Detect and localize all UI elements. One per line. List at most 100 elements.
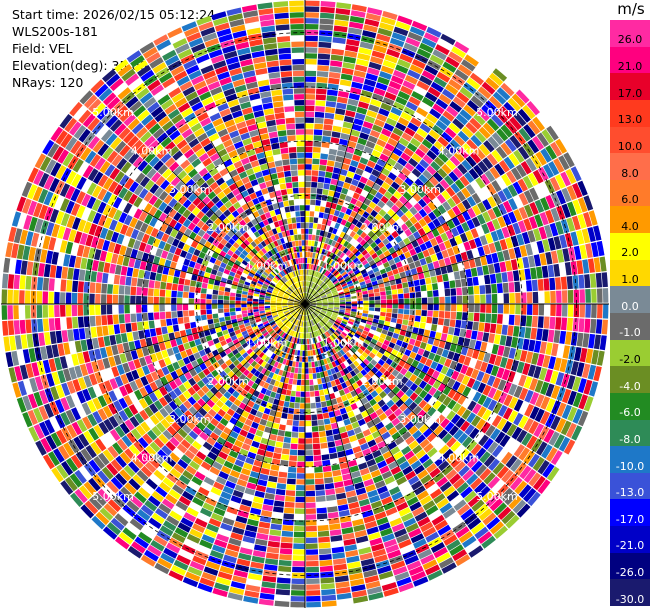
velocity-gate: [345, 308, 351, 311]
velocity-gate: [528, 420, 539, 435]
velocity-gate: [332, 311, 339, 315]
velocity-gate: [171, 290, 177, 298]
velocity-gate: [20, 334, 28, 349]
velocity-gate: [505, 237, 514, 249]
velocity-gate: [160, 319, 167, 327]
velocity-gate: [345, 301, 352, 304]
velocity-gate: [324, 237, 330, 244]
velocity-gate: [324, 332, 329, 338]
velocity-gate: [320, 293, 326, 297]
velocity-gate: [454, 444, 466, 456]
velocity-gate: [466, 250, 474, 260]
velocity-gate: [386, 157, 397, 167]
velocity-gate: [142, 312, 148, 321]
velocity-gate: [500, 487, 514, 502]
velocity-gate: [420, 316, 427, 323]
velocity-gate: [92, 337, 100, 349]
velocity-gate: [541, 329, 549, 342]
velocity-gate: [468, 258, 476, 269]
velocity-gate: [416, 48, 432, 59]
velocity-gate: [305, 344, 308, 351]
velocity-gate: [408, 172, 418, 182]
velocity-gate: [324, 112, 335, 120]
velocity-gate: [339, 407, 347, 415]
velocity-gate: [513, 412, 524, 426]
velocity-gate: [320, 312, 326, 316]
velocity-gate: [441, 88, 455, 100]
velocity-gate: [305, 193, 311, 199]
velocity-gate: [195, 281, 202, 288]
velocity-gate: [359, 281, 366, 286]
velocity-gate: [425, 323, 432, 331]
velocity-gate: [601, 319, 608, 335]
velocity-gate: [497, 203, 507, 216]
velocity-gate: [472, 349, 480, 360]
velocity-gate: [416, 334, 423, 342]
velocity-gate: [318, 425, 325, 432]
velocity-gate: [147, 296, 154, 304]
velocity-gate: [473, 68, 488, 81]
velocity-gate: [315, 484, 325, 491]
velocity-gate: [324, 288, 330, 293]
velocity-gate: [474, 526, 489, 540]
velocity-gate: [224, 312, 230, 317]
velocity-gate: [373, 315, 380, 320]
velocity-gate: [466, 100, 480, 113]
velocity-gate: [439, 179, 450, 190]
velocity-gate: [358, 47, 372, 56]
velocity-gate: [317, 530, 330, 537]
velocity-gate: [559, 330, 567, 344]
velocity-gate: [378, 108, 390, 117]
velocity-gate: [337, 316, 343, 321]
velocity-gate: [149, 328, 157, 337]
velocity-gate: [262, 504, 273, 512]
velocity-gate: [259, 592, 275, 600]
velocity-gate: [36, 305, 43, 318]
velocity-gate: [556, 290, 562, 303]
velocity-gate: [305, 175, 312, 182]
velocity-gate: [339, 307, 346, 311]
velocity-gate: [363, 327, 370, 332]
velocity-gate: [370, 209, 378, 218]
velocity-gate: [471, 192, 482, 204]
velocity-gate: [393, 101, 405, 111]
velocity-gate: [388, 342, 396, 349]
velocity-gate: [538, 291, 545, 303]
velocity-gate: [270, 464, 280, 471]
velocity-gate: [305, 170, 312, 176]
velocity-gate: [450, 457, 462, 468]
velocity-gate: [353, 360, 360, 367]
velocity-gate: [321, 319, 327, 325]
velocity-gate: [309, 276, 313, 282]
velocity-gate: [360, 376, 368, 384]
velocity-gate: [466, 440, 478, 452]
velocity-gate: [100, 304, 107, 315]
velocity-gate: [153, 288, 160, 297]
velocity-gate: [560, 276, 568, 290]
velocity-gate: [330, 334, 336, 340]
velocity-gate: [318, 212, 324, 219]
velocity-gate: [290, 601, 305, 608]
velocity-gate: [25, 305, 31, 319]
velocity-gate: [342, 318, 349, 323]
velocity-gate: [342, 200, 350, 208]
velocity-gate: [441, 407, 452, 418]
velocity-gate: [514, 315, 521, 326]
velocity-gate: [474, 360, 483, 371]
velocity-gate: [339, 252, 345, 259]
velocity-gate: [404, 421, 415, 431]
velocity-gate: [319, 274, 324, 280]
velocity-gate: [465, 366, 474, 377]
velocity-gate: [480, 341, 488, 352]
velocity-gate: [433, 338, 440, 347]
velocity-gate: [311, 420, 318, 426]
velocity-gate: [437, 204, 447, 215]
velocity-gate: [311, 176, 318, 182]
velocity-gate: [517, 146, 530, 160]
velocity-gate: [326, 166, 334, 173]
velocity-gate: [346, 365, 353, 372]
velocity-gate: [330, 54, 344, 62]
velocity-gate: [317, 260, 322, 266]
velocity-gate: [482, 199, 492, 211]
velocity-gate: [434, 456, 446, 467]
